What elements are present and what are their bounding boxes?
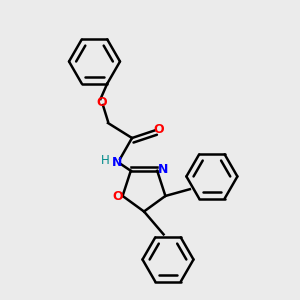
Text: N: N <box>112 155 122 169</box>
Text: O: O <box>97 95 107 109</box>
Text: O: O <box>112 190 122 203</box>
Text: N: N <box>158 163 168 176</box>
Text: H: H <box>100 154 109 167</box>
Text: O: O <box>154 122 164 136</box>
